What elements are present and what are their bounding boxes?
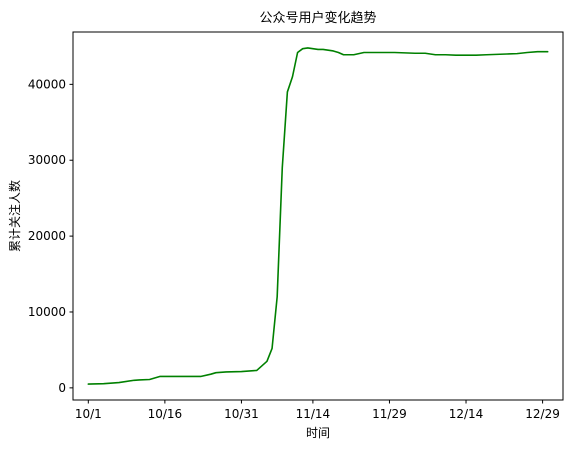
x-tick-label: 10/31 [224,407,259,421]
y-tick-label: 40000 [28,77,66,91]
x-tick-label: 10/16 [148,407,183,421]
x-tick-label: 11/14 [296,407,331,421]
y-axis: 0 10000 20000 30000 40000 [28,77,73,395]
y-tick-label: 20000 [28,229,66,243]
x-axis-title: 时间 [306,426,330,440]
x-axis: 10/1 10/16 10/31 11/14 11/29 12/14 12/29 [75,400,560,421]
x-tick-label: 11/29 [372,407,407,421]
series-layer [87,47,549,385]
y-tick-label: 0 [58,381,66,395]
x-tick-label: 10/1 [75,407,102,421]
y-tick-label: 30000 [28,153,66,167]
plot-area: 10/1 10/16 10/31 11/14 11/29 12/14 12/29 0 1000… [28,31,564,421]
series-line-0 [87,47,549,385]
y-axis-title: 累计关注人数 [7,180,22,252]
plot-frame [72,31,564,401]
x-tick-label: 12/29 [525,407,560,421]
y-tick-label: 10000 [28,305,66,319]
x-tick-label: 12/14 [449,407,484,421]
chart-title: 公众号用户变化趋势 [259,10,376,26]
